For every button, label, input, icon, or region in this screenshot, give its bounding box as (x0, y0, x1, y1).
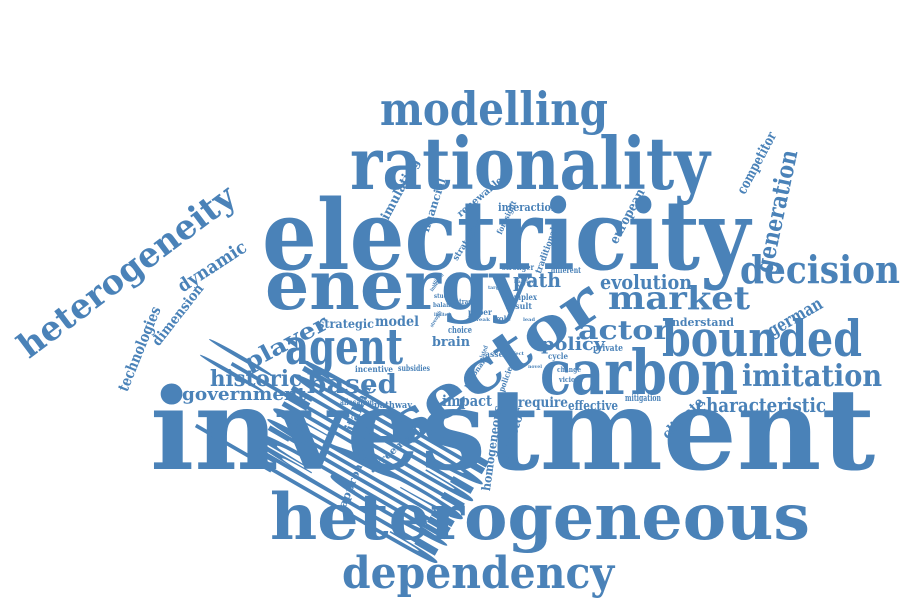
word-choice: choice (448, 326, 473, 336)
word-complex: complex (505, 292, 538, 302)
word-modelling: modelling (380, 82, 609, 136)
word-lead: lead (523, 317, 536, 323)
word-target: target (488, 285, 505, 291)
word-carbon: carbon (540, 336, 739, 409)
word-pathway: pathway (374, 401, 413, 411)
word-understand: understand (664, 316, 735, 329)
word-interaction: interaction (498, 201, 558, 214)
word-weak: weak (474, 317, 491, 323)
word-brain: brain (432, 335, 470, 350)
word-asset: asset (485, 349, 507, 359)
word-contrast: contrast (448, 297, 474, 306)
word-subsidies: subsidies (398, 363, 431, 373)
word-agent: agent (285, 317, 404, 376)
word-imitation: imitation (742, 359, 883, 394)
word-rationality: rationality (350, 121, 710, 206)
word-vicious: vicious (559, 375, 583, 384)
word-historic: historic (210, 366, 302, 392)
word-incentive: incentive (355, 364, 393, 374)
word-private: private (593, 344, 623, 354)
word-limited: limited (434, 312, 451, 318)
word-strategic: strategic (318, 317, 375, 331)
word-mitigation: mitigation (625, 394, 661, 404)
word-path: path (513, 268, 561, 292)
word-policy: policy (541, 334, 605, 355)
word-balance: balance (433, 302, 458, 309)
word-require: require (518, 395, 568, 411)
word-stronger: stronger (502, 262, 535, 272)
word-heterogeneous: heterogeneous (270, 480, 810, 555)
word-effect: effect (508, 351, 525, 357)
word-energy: energy (265, 246, 531, 326)
word-model: model (375, 314, 419, 330)
word-barrier: barrier (514, 279, 534, 285)
word-evolution: evolution (600, 270, 693, 294)
word-result: result (506, 301, 532, 311)
word-different: different (551, 265, 581, 275)
word-bounded: bounded (662, 309, 863, 368)
word-based: based (307, 370, 397, 400)
word-impact: impact (442, 392, 492, 410)
word-paper: paper (468, 307, 492, 317)
word-characteristic: characteristic (696, 393, 827, 417)
word-novel: novel (528, 364, 542, 370)
word-effective: effective (568, 399, 619, 414)
word-market: market (608, 279, 751, 317)
word-role: role (495, 314, 511, 323)
word-investment: investment (150, 365, 876, 496)
word-electricity: electricity (262, 179, 751, 292)
word-decision: decision (740, 247, 900, 292)
word-change: change (557, 365, 581, 374)
word-cycle: cycle (548, 351, 569, 361)
word-dependency: dependency (342, 548, 615, 599)
word-government: government (182, 384, 307, 405)
word-studies: studies (434, 293, 457, 300)
word-actor: actor (578, 316, 671, 346)
word-allocation: allocation (340, 397, 374, 407)
